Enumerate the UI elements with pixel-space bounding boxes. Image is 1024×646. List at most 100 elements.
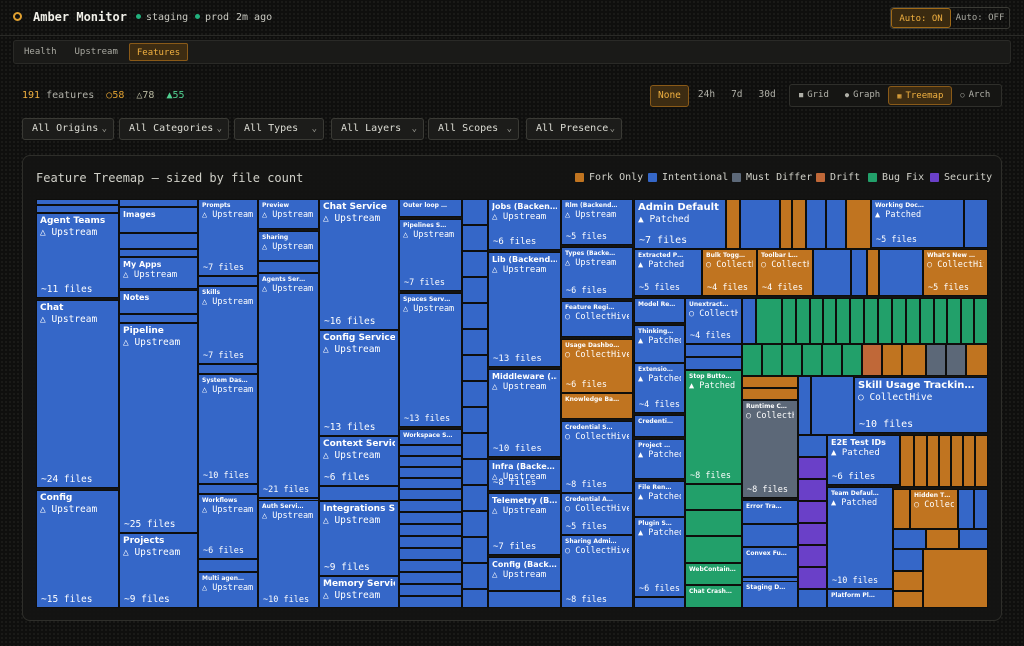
treemap-cell[interactable] [634, 597, 685, 608]
filter-layers[interactable]: All Layers ⌄ [331, 118, 424, 140]
treemap-cell-feature[interactable]: Skill Usage Trackin… ○ CollectHive ~10 fil… [854, 377, 988, 433]
treemap-cell[interactable] [836, 298, 850, 344]
treemap-cell-feature[interactable]: Jobs (Backen… △ Upstream ~6 files [488, 199, 561, 250]
view-treemap[interactable]: ▦ Treemap [888, 86, 953, 105]
treemap-cell[interactable] [198, 276, 258, 286]
treemap-cell-feature[interactable]: Plugin S… ▲ Patched ~6 files [634, 517, 685, 597]
treemap-cell[interactable] [399, 548, 462, 560]
view-graph[interactable]: ● Graph [844, 90, 881, 100]
treemap-cell[interactable] [685, 536, 742, 563]
filter-types[interactable]: All Types ⌄ [234, 118, 324, 140]
filter-origins[interactable]: All Origins ⌄ [22, 118, 114, 140]
tab-health[interactable]: Health [24, 47, 57, 57]
treemap-cell[interactable] [319, 486, 399, 501]
treemap-cell-feature[interactable]: File Ren… ▲ Patched [634, 481, 685, 517]
treemap-cell-feature[interactable]: Middleware (… △ Upstream ~10 files [488, 369, 561, 457]
treemap-cell[interactable] [462, 199, 488, 225]
treemap-cell-feature[interactable]: Integrations S…△ Upstream ~9 files [319, 501, 399, 576]
treemap-cell-feature[interactable]: Types (Backe… △ Upstream ~6 files [561, 247, 633, 299]
treemap-cell-feature[interactable]: Thinking… ▲ Patched [634, 325, 685, 363]
treemap-cell[interactable] [798, 545, 827, 567]
treemap-cell-feature[interactable]: Spaces Serv… △ Upstream ~13 files [399, 293, 462, 427]
treemap-cell[interactable] [798, 376, 811, 435]
treemap-cell-feature[interactable]: Convex Fu… [742, 547, 798, 577]
treemap-cell[interactable] [462, 485, 488, 511]
treemap-cell[interactable] [926, 529, 959, 549]
treemap-cell-feature[interactable]: Skills △ Upstream ~7 files [198, 286, 258, 364]
treemap-cell[interactable] [198, 559, 258, 572]
treemap-cell-feature[interactable]: Runtime C…○ CollectHive ~8 files [742, 400, 798, 498]
treemap-cell[interactable] [927, 435, 939, 487]
treemap-cell-feature[interactable]: Chat Service △ Upstream ~16 files [319, 199, 399, 330]
treemap-cell[interactable] [399, 489, 462, 500]
treemap-cell[interactable] [399, 467, 462, 478]
treemap-cell[interactable] [810, 298, 823, 344]
treemap-cell[interactable] [399, 456, 462, 467]
treemap-cell[interactable] [399, 512, 462, 524]
treemap-cell-feature[interactable]: Memory Service△ Upstream [319, 576, 399, 608]
treemap-cell[interactable] [258, 261, 319, 273]
treemap-cell[interactable] [462, 407, 488, 433]
treemap-cell-feature[interactable]: Telemetry (B… △ Upstream ~7 files [488, 493, 561, 555]
treemap-cell-feature[interactable]: What's New …○ CollectHive ~5 files [923, 249, 988, 296]
treemap-cell-feature[interactable]: Toolbar L…○ CollectHive ~4 files [757, 249, 813, 296]
treemap-cell[interactable] [762, 344, 782, 376]
filter-scopes[interactable]: All Scopes ⌄ [428, 118, 519, 140]
treemap-cell-feature[interactable]: Platform Pl… [827, 589, 893, 608]
treemap-cell-feature[interactable]: Lib (Backend… △ Upstream ~13 files [488, 252, 561, 367]
treemap-cell[interactable] [974, 489, 988, 529]
treemap-cell[interactable] [462, 277, 488, 303]
treemap-cell[interactable] [685, 357, 742, 370]
treemap-cell[interactable] [399, 596, 462, 608]
treemap-cell[interactable] [958, 489, 974, 529]
treemap-cell-feature[interactable]: System Das… △ Upstream ~10 files [198, 374, 258, 484]
treemap-cell-feature[interactable]: Chat Crash… [685, 585, 742, 608]
treemap-cell-feature[interactable]: Stop Butto… ▲ Patched ~8 files [685, 370, 742, 484]
treemap-cell[interactable] [756, 298, 782, 344]
treemap-cell[interactable] [36, 199, 119, 205]
treemap-cell[interactable] [842, 344, 862, 376]
treemap-cell-feature[interactable]: Context Servic…△ Upstream ~6 files [319, 436, 399, 486]
treemap-cell-feature[interactable]: Credential S… ○ CollectHive ~8 files [561, 421, 633, 493]
treemap-cell[interactable] [846, 199, 871, 249]
treemap-cell-feature[interactable]: Hidden T…○ CollectHive [910, 489, 958, 529]
treemap-cell[interactable] [792, 199, 806, 249]
auto-on-button[interactable]: Auto: ON [891, 8, 951, 28]
treemap-cell[interactable] [961, 298, 974, 344]
treemap-cell[interactable] [685, 344, 742, 357]
treemap-cell-feature[interactable]: WebContain… [685, 563, 742, 585]
treemap-cell[interactable] [951, 435, 963, 487]
treemap-cell[interactable] [813, 249, 851, 296]
treemap-cell[interactable] [811, 376, 854, 435]
treemap-cell[interactable] [399, 584, 462, 596]
treemap-cell-feature[interactable]: Projects △ Upstream ~9 files [119, 533, 198, 608]
treemap-cell[interactable] [399, 572, 462, 584]
treemap-cell[interactable] [198, 484, 258, 494]
treemap-cell[interactable] [798, 523, 827, 545]
treemap-cell[interactable] [399, 478, 462, 489]
range-24h[interactable]: 24h [697, 89, 716, 100]
treemap-cell[interactable] [399, 445, 462, 456]
treemap-cell[interactable] [119, 314, 198, 323]
treemap-cell-feature[interactable]: Staging D… [742, 581, 798, 608]
treemap-cell[interactable] [822, 344, 842, 376]
treemap-cell[interactable] [975, 435, 988, 487]
treemap-cell-feature[interactable]: Bulk Togg…○ CollectHive ~4 files [702, 249, 757, 296]
treemap-cell[interactable] [878, 298, 892, 344]
treemap-cell-feature[interactable]: Sharing Admi… ○ CollectHive ~8 files [561, 535, 633, 608]
treemap-cell[interactable] [488, 591, 561, 608]
treemap-cell[interactable] [823, 298, 836, 344]
treemap-cell-feature[interactable]: Error Tra… [742, 500, 798, 524]
treemap-cell[interactable] [742, 376, 798, 388]
treemap-cell[interactable] [782, 344, 802, 376]
treemap-cell[interactable] [462, 329, 488, 355]
treemap-cell[interactable] [742, 524, 798, 547]
treemap-cell[interactable] [399, 500, 462, 512]
treemap-cell-feature[interactable]: Rlm (Backend… △ Upstream ~5 files [561, 199, 633, 245]
treemap-cell[interactable] [892, 298, 906, 344]
treemap-cell-feature[interactable]: Images [119, 207, 198, 233]
treemap-cell[interactable] [798, 479, 827, 501]
treemap-cell[interactable] [462, 225, 488, 251]
treemap-cell[interactable] [966, 344, 988, 376]
treemap-cell[interactable] [926, 344, 946, 376]
